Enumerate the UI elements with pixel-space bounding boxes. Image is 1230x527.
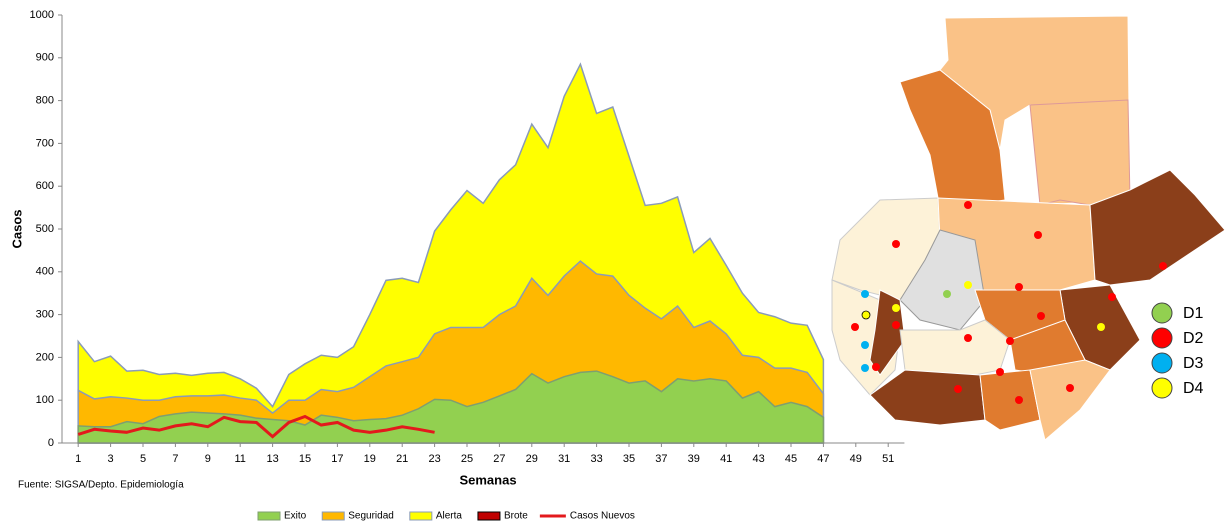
y-tick-label: 400 [36, 266, 54, 278]
x-axis-label: Semanas [459, 472, 516, 487]
x-tick-label: 7 [172, 453, 178, 465]
x-tick-label: 27 [493, 453, 505, 465]
map-legend-marker [1151, 302, 1173, 324]
legend-label: Casos Nuevos [570, 511, 635, 522]
map-legend-marker [1151, 327, 1173, 349]
y-tick-label: 700 [36, 137, 54, 149]
y-tick-label: 500 [36, 223, 54, 235]
map-dot [1006, 337, 1014, 345]
x-tick-label: 33 [590, 453, 602, 465]
y-tick-label: 900 [36, 52, 54, 64]
area [77, 370, 825, 444]
y-tick-label: 200 [36, 351, 54, 363]
x-tick-label: 31 [558, 453, 570, 465]
x-tick-label: 49 [850, 453, 862, 465]
legend-swatch [477, 511, 501, 521]
x-tick-label: 1 [75, 453, 81, 465]
y-tick-label: 1000 [30, 9, 54, 21]
map-dot [1034, 231, 1042, 239]
x-tick-label: 5 [140, 453, 146, 465]
x-tick-label: 43 [752, 453, 764, 465]
map-legend-label: D2 [1183, 330, 1204, 347]
x-tick-label: 19 [364, 453, 376, 465]
map-dot [861, 364, 869, 372]
map-dot [861, 341, 869, 349]
map-legend: D1 D2 D3 D4 [1151, 302, 1204, 399]
map-legend-label: D4 [1183, 380, 1204, 397]
x-tick-label: 29 [526, 453, 538, 465]
legend-label: Seguridad [348, 511, 394, 522]
map-dot [943, 290, 951, 298]
x-tick-label: 37 [655, 453, 667, 465]
legend-swatch [321, 511, 345, 521]
x-tick-label: 15 [299, 453, 311, 465]
map-dot [851, 323, 859, 331]
map-dot [1159, 262, 1167, 270]
x-tick-label: 23 [428, 453, 440, 465]
map-region [979, 369, 1041, 431]
map-dot [861, 310, 871, 320]
legend-label: Brote [504, 511, 528, 522]
map-region [1029, 99, 1131, 206]
legend-swatch [409, 511, 433, 521]
y-tick-label: 800 [36, 95, 54, 107]
legend-label: Exito [284, 511, 307, 522]
map-dot [964, 281, 972, 289]
x-tick-label: 25 [461, 453, 473, 465]
x-tick-label: 47 [817, 453, 829, 465]
y-tick-label: 0 [48, 437, 54, 449]
y-tick-label: 600 [36, 180, 54, 192]
x-tick-label: 45 [785, 453, 797, 465]
legend-label: Alerta [436, 511, 463, 522]
map-dot [1097, 323, 1105, 331]
x-tick-label: 21 [396, 453, 408, 465]
x-tick-label: 17 [331, 453, 343, 465]
map-dot [1015, 283, 1023, 291]
map-dot [1015, 396, 1023, 404]
map-legend-label: D1 [1183, 305, 1204, 322]
source-note: Fuente: SIGSA/Depto. Epidemiología [18, 480, 184, 491]
map-region [1089, 169, 1226, 286]
x-tick-label: 9 [205, 453, 211, 465]
map-legend-marker [1151, 352, 1173, 374]
y-tick-label: 100 [36, 394, 54, 406]
map-dot [892, 304, 900, 312]
map-dot [1066, 384, 1074, 392]
x-tick-label: 41 [720, 453, 732, 465]
x-tick-label: 51 [882, 453, 894, 465]
map-legend-marker [1151, 377, 1173, 399]
map-dot [964, 201, 972, 209]
map-legend-label: D3 [1183, 355, 1204, 372]
map-dot [872, 363, 880, 371]
x-tick-label: 35 [623, 453, 635, 465]
x-tick-label: 39 [688, 453, 700, 465]
x-tick-label: 3 [108, 453, 114, 465]
map-dot [892, 240, 900, 248]
map-dot [892, 321, 900, 329]
map-dot [1108, 293, 1116, 301]
map-dot [1037, 312, 1045, 320]
map-dot [964, 334, 972, 342]
x-tick-label: 11 [234, 453, 245, 465]
map [831, 15, 1226, 441]
legend-swatch [257, 511, 281, 521]
y-axis-label: Casos [9, 209, 24, 248]
map-dot [954, 385, 962, 393]
map-region [1029, 359, 1111, 441]
map-dot [996, 368, 1004, 376]
x-tick-label: 13 [266, 453, 278, 465]
map-dot [861, 290, 869, 298]
map-region [899, 229, 986, 331]
y-tick-label: 300 [36, 309, 54, 321]
line [77, 414, 435, 439]
